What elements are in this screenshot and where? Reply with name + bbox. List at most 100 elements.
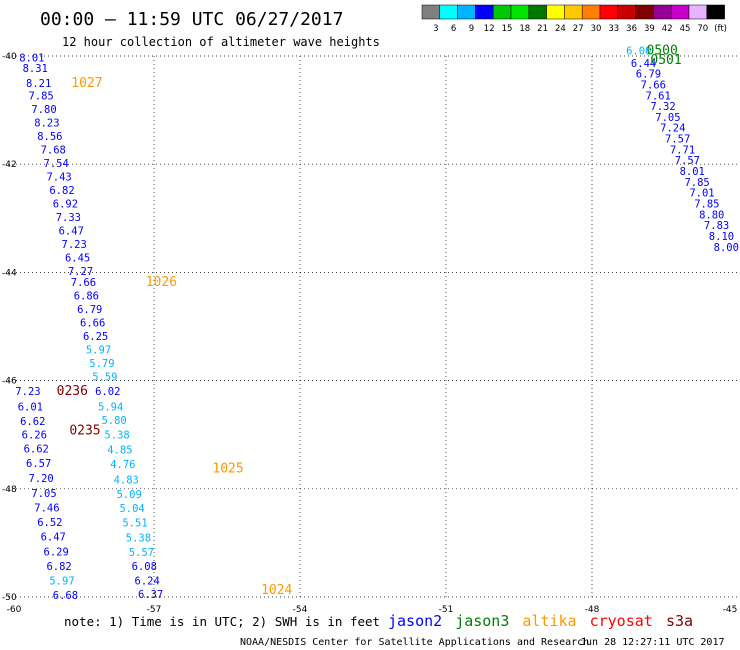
wave-height-label: 7.33 bbox=[56, 212, 81, 224]
colorbar-swatch bbox=[706, 4, 725, 20]
wave-height-label: 7.32 bbox=[650, 101, 675, 113]
wave-height-label: 6.68 bbox=[53, 590, 78, 602]
wave-height-label: 5.09 bbox=[117, 489, 142, 501]
wave-height-values: 8.018.318.217.857.808.238.567.687.547.43… bbox=[15, 45, 739, 602]
pass-time-label: 1025 bbox=[212, 462, 243, 477]
colorbar-swatch bbox=[457, 4, 476, 20]
wave-height-label: 6.52 bbox=[37, 517, 62, 529]
wave-height-label: 7.23 bbox=[15, 386, 40, 398]
wave-height-label: 5.38 bbox=[126, 532, 151, 544]
wave-height-label: 7.71 bbox=[670, 144, 695, 156]
wave-height-label: 6.62 bbox=[20, 416, 45, 428]
wave-height-label: 7.43 bbox=[46, 171, 71, 183]
wave-height-label: 5.97 bbox=[49, 576, 74, 588]
wave-height-label: 4.85 bbox=[107, 445, 132, 457]
colorbar-swatch bbox=[688, 4, 708, 20]
wave-height-label: 5.04 bbox=[119, 503, 144, 515]
colorbar-label: 39 bbox=[644, 24, 655, 34]
colorbar-label: 27 bbox=[573, 24, 584, 34]
wave-height-label: 6.47 bbox=[59, 226, 84, 238]
wave-height-label: 6.86 bbox=[74, 290, 99, 302]
satellite-s3a: s3a bbox=[666, 612, 693, 630]
pass-time-label: 1024 bbox=[261, 583, 292, 598]
wave-height-label: 6.26 bbox=[22, 429, 47, 441]
wave-height-label: 6.66 bbox=[80, 318, 105, 330]
colorbar-swatch bbox=[546, 4, 565, 20]
wave-height-label: 6.57 bbox=[26, 458, 51, 470]
colorbar-swatch bbox=[564, 4, 583, 20]
y-tick-label: -48 bbox=[2, 485, 17, 495]
colorbar-label: 15 bbox=[502, 24, 513, 34]
satellite-jason2: jason2 bbox=[388, 612, 442, 630]
wave-height-label: 6.79 bbox=[77, 304, 102, 316]
colorbar-swatch bbox=[653, 4, 672, 20]
wave-height-label: 7.27 bbox=[68, 266, 93, 278]
wave-height-label: 6.82 bbox=[46, 561, 71, 573]
satellite-jason3: jason3 bbox=[455, 612, 509, 630]
colorbar-label: 6 bbox=[451, 24, 456, 34]
wave-height-label: 8.00 bbox=[714, 242, 739, 254]
wave-height-label: 7.23 bbox=[62, 239, 87, 251]
colorbar-label: 24 bbox=[555, 24, 566, 34]
colorbar-swatch bbox=[421, 4, 441, 20]
colorbar-swatch bbox=[528, 4, 547, 20]
wave-height-label: 7.68 bbox=[41, 144, 66, 156]
satellite-cryosat: cryosat bbox=[590, 612, 653, 630]
pass-time-label: 1026 bbox=[146, 275, 177, 290]
colorbar-swatch bbox=[581, 4, 601, 20]
wave-height-label: 6.00 bbox=[626, 45, 651, 57]
x-tick-label: -45 bbox=[723, 605, 738, 615]
wave-height-label: 7.85 bbox=[694, 198, 719, 210]
satellite-altika: altika bbox=[522, 612, 576, 630]
x-axis-ticks: -60 -57 -54 -51 -48 -45 bbox=[7, 605, 738, 615]
wave-height-label: 8.10 bbox=[709, 231, 734, 243]
wave-height-label: 7.20 bbox=[28, 473, 53, 485]
pass-time-label: 0500 bbox=[647, 43, 678, 58]
wave-height-label: 5.94 bbox=[98, 401, 123, 413]
wave-height-label: 8.01 bbox=[680, 166, 705, 178]
wave-height-label: 7.57 bbox=[675, 155, 700, 167]
wave-height-label: 6.79 bbox=[636, 69, 661, 81]
colorbar-label: 36 bbox=[626, 24, 637, 34]
wave-height-label: 7.66 bbox=[641, 79, 666, 91]
wave-height-label: 6.02 bbox=[95, 386, 120, 398]
wave-height-label: 7.05 bbox=[655, 112, 680, 124]
wave-height-label: 8.80 bbox=[699, 209, 724, 221]
pass-time-label: 0501 bbox=[650, 53, 681, 68]
x-tick-label: -54 bbox=[293, 605, 308, 615]
wave-height-label: 6.82 bbox=[49, 185, 74, 197]
colorbar-swatch bbox=[617, 4, 636, 20]
wave-height-label: 7.57 bbox=[665, 134, 690, 146]
colorbar-label: 45 bbox=[680, 24, 691, 34]
y-tick-label: -44 bbox=[2, 268, 17, 278]
satellite-legend: jason2 jason3 altika cryosat s3a bbox=[388, 612, 693, 630]
wave-height-label: 6.29 bbox=[44, 546, 69, 558]
colorbar-swatch bbox=[492, 4, 512, 20]
wave-height-label: 7.83 bbox=[704, 220, 729, 232]
colorbar-label: 42 bbox=[662, 24, 673, 34]
wave-height-label: 7.54 bbox=[44, 158, 69, 170]
credit-text: NOAA/NESDIS Center for Satellite Applica… bbox=[240, 637, 589, 648]
colorbar-label: 3 bbox=[433, 24, 438, 34]
wave-height-label: 5.38 bbox=[104, 429, 129, 441]
wave-height-label: 7.05 bbox=[31, 488, 56, 500]
wave-height-label: 8.21 bbox=[26, 78, 51, 90]
wave-height-label: 6.25 bbox=[83, 331, 108, 343]
colorbar-label: 30 bbox=[591, 24, 602, 34]
pass-time-label: 0236 bbox=[57, 384, 88, 399]
pass-time-label: 1027 bbox=[71, 76, 102, 91]
wave-height-label: 5.80 bbox=[101, 415, 126, 427]
wave-height-label: 5.59 bbox=[92, 372, 117, 384]
grid-lines bbox=[8, 55, 738, 598]
wave-height-label: 8.23 bbox=[34, 117, 59, 129]
chart-title: 00:00 – 11:59 UTC 06/27/2017 bbox=[40, 9, 343, 30]
pass-time-label: 0235 bbox=[69, 424, 100, 439]
wave-height-label: 8.31 bbox=[23, 63, 48, 75]
colorbar-swatch bbox=[439, 4, 458, 20]
wave-height-label: 6.62 bbox=[24, 444, 49, 456]
wave-height-label: 7.01 bbox=[689, 188, 714, 200]
wave-height-label: 6.08 bbox=[132, 561, 157, 573]
wave-height-label: 6.92 bbox=[53, 198, 78, 210]
